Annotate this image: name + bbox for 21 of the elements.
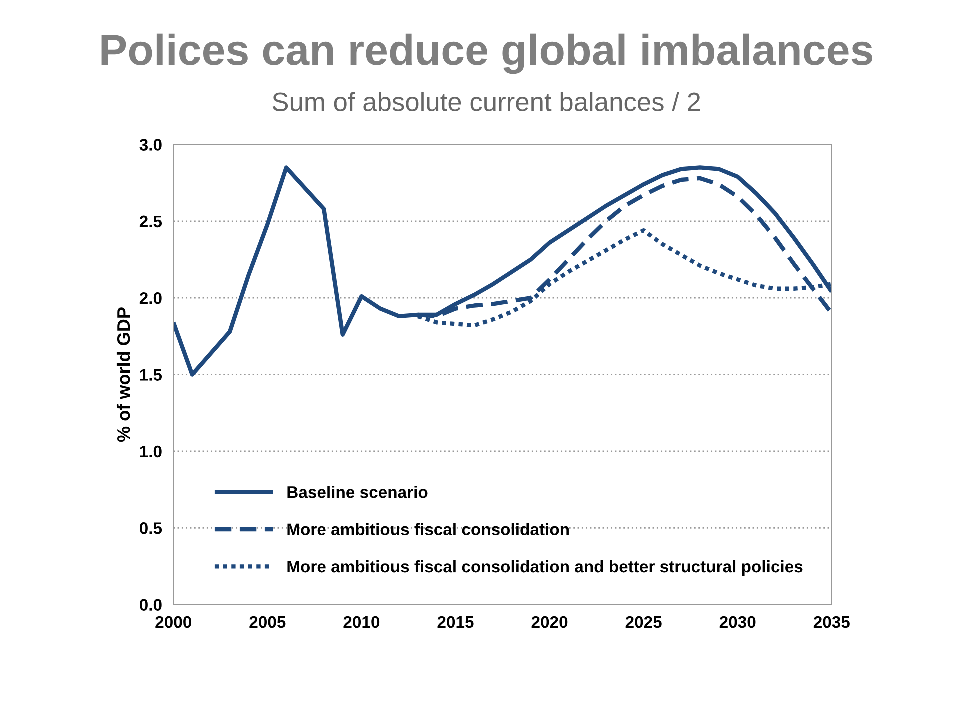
x-tick-label: 2020 bbox=[532, 616, 568, 628]
x-tick-label: 2005 bbox=[250, 616, 286, 628]
legend-label: More ambitious fiscal consolidation and better structural policies bbox=[288, 560, 803, 576]
y-axis-title: % of world GDP bbox=[116, 308, 130, 442]
y-tick-label: 0.0 bbox=[140, 599, 162, 612]
x-tick-label: 2015 bbox=[438, 616, 474, 628]
x-tick-label: 2025 bbox=[626, 616, 662, 628]
y-tick-label: 1.5 bbox=[140, 369, 162, 381]
y-tick-label: 2.0 bbox=[140, 292, 162, 304]
legend-label: More ambitious fiscal consolidation bbox=[288, 523, 569, 536]
x-tick-label: 2035 bbox=[814, 616, 850, 628]
chart-subtitle: Sum of absolute current balances / 2 bbox=[272, 92, 700, 112]
y-tick-label: 3.0 bbox=[140, 139, 162, 151]
chart-title: Polices can reduce global imbalances bbox=[102, 34, 872, 74]
y-tick-label: 2.5 bbox=[140, 216, 162, 228]
x-tick-label: 2010 bbox=[344, 616, 380, 628]
legend-label: Baseline scenario bbox=[288, 486, 428, 498]
x-tick-label: 2000 bbox=[156, 616, 192, 628]
y-tick-label: 0.5 bbox=[140, 522, 162, 534]
x-tick-label: 2030 bbox=[720, 616, 756, 628]
y-tick-label: 1.0 bbox=[140, 446, 162, 458]
